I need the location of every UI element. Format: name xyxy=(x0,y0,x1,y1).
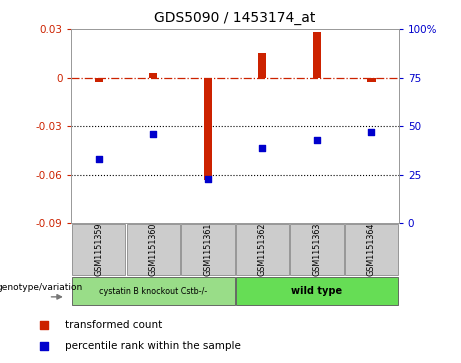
Bar xyxy=(313,32,321,78)
Text: GSM1151362: GSM1151362 xyxy=(258,223,267,276)
Bar xyxy=(258,53,266,78)
Point xyxy=(149,131,157,137)
FancyBboxPatch shape xyxy=(236,224,289,276)
Text: GSM1151364: GSM1151364 xyxy=(367,223,376,276)
Text: cystatin B knockout Cstb-/-: cystatin B knockout Cstb-/- xyxy=(99,287,207,296)
Text: percentile rank within the sample: percentile rank within the sample xyxy=(65,341,241,351)
Point xyxy=(259,144,266,150)
FancyBboxPatch shape xyxy=(72,224,125,276)
Bar xyxy=(149,73,157,78)
Text: wild type: wild type xyxy=(291,286,343,296)
Point xyxy=(415,24,423,30)
Text: GSM1151359: GSM1151359 xyxy=(94,223,103,276)
FancyBboxPatch shape xyxy=(345,224,398,276)
Point xyxy=(415,213,423,219)
Text: GSM1151361: GSM1151361 xyxy=(203,223,213,276)
Point xyxy=(368,129,375,135)
Point xyxy=(204,176,212,182)
Text: GSM1151360: GSM1151360 xyxy=(149,223,158,276)
FancyBboxPatch shape xyxy=(127,224,180,276)
Text: GSM1151363: GSM1151363 xyxy=(313,223,321,276)
FancyBboxPatch shape xyxy=(72,277,235,305)
Point xyxy=(95,156,102,162)
Point xyxy=(313,137,321,143)
FancyBboxPatch shape xyxy=(236,277,398,305)
FancyBboxPatch shape xyxy=(290,224,343,276)
Text: transformed count: transformed count xyxy=(65,321,162,330)
Bar xyxy=(367,78,376,82)
Title: GDS5090 / 1453174_at: GDS5090 / 1453174_at xyxy=(154,11,316,25)
FancyBboxPatch shape xyxy=(181,224,235,276)
Text: genotype/variation: genotype/variation xyxy=(0,283,83,292)
Bar xyxy=(204,78,212,180)
Bar xyxy=(95,78,103,82)
